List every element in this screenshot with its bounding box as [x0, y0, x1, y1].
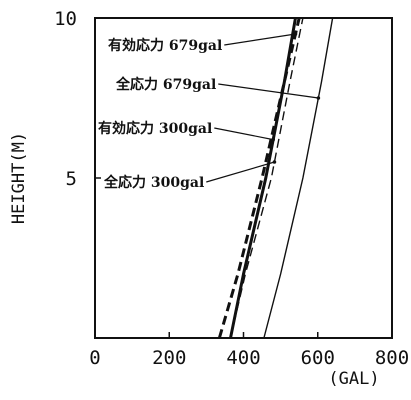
- annotation-pointer: [271, 137, 276, 142]
- plot-frame: [94, 17, 393, 339]
- annotation-label: 有効応力 300gal: [98, 120, 212, 137]
- annotation-leader: [214, 127, 274, 141]
- ticks-layer: 0 200 400 600 800 5 10: [54, 8, 409, 369]
- series-line-2: [229, 17, 297, 339]
- y-tick-label: 10: [54, 8, 77, 30]
- annotation-pointer: [316, 96, 321, 100]
- annotation-leader: [206, 161, 275, 183]
- x-tick-label: 800: [375, 347, 409, 369]
- series-line-1: [263, 17, 334, 339]
- annotation-label: 全応力 679gal: [115, 76, 216, 93]
- annotation-leader: [224, 33, 296, 46]
- x-tick-label: 600: [301, 347, 335, 369]
- y-axis-title: HEIGHT(M): [9, 132, 29, 224]
- x-tick-label: 200: [152, 347, 186, 369]
- x-axis-title: (GAL): [328, 369, 379, 389]
- y-tick-label: 5: [66, 168, 77, 190]
- series-line-3: [229, 17, 304, 339]
- annotation-pointer: [293, 32, 298, 36]
- x-tick-label: 0: [89, 347, 100, 369]
- series-layer: [217, 17, 334, 339]
- annotation-label: 有効応力 679gal: [108, 37, 222, 54]
- annotation-label: 全応力 300gal: [103, 174, 204, 191]
- annotation-leader: [218, 83, 319, 99]
- annotation-pointer: [272, 160, 277, 164]
- x-tick-label: 400: [226, 347, 260, 369]
- annotation-layer: 有効応力 679gal 全応力 679gal 有効応力 300gal 全応力 300g…: [98, 32, 321, 191]
